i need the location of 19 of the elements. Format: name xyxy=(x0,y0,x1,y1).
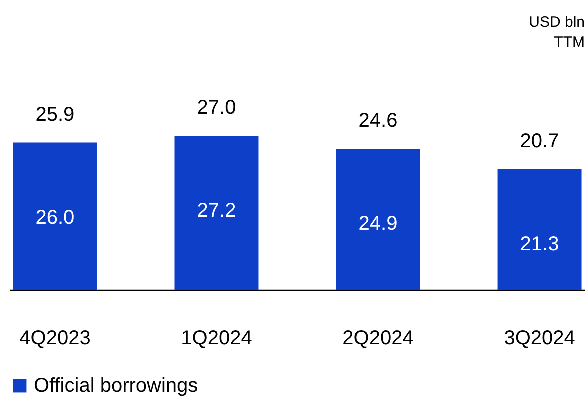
data-label: 21.3 xyxy=(520,233,560,256)
bar xyxy=(336,149,420,290)
bar xyxy=(498,169,582,290)
bar xyxy=(13,142,98,290)
text: TTM xyxy=(554,34,585,51)
annotation: 20.7 xyxy=(520,130,560,152)
x-tick-label: 4Q2023 xyxy=(20,328,91,350)
data-label: 26.0 xyxy=(36,206,75,229)
annotation: 27.0 xyxy=(197,97,236,119)
legend-label: Official borrowings xyxy=(34,375,198,397)
bar xyxy=(174,136,259,290)
data-label: 27.2 xyxy=(197,200,236,222)
annotation: 24.6 xyxy=(358,110,398,132)
text: USD bln xyxy=(529,14,585,31)
x-tick-label: 3Q2024 xyxy=(504,328,576,350)
annotation: 25.9 xyxy=(36,104,75,126)
x-tick-label: 2Q2024 xyxy=(342,328,414,350)
x-tick-label: 1Q2024 xyxy=(181,328,252,350)
data-label: 24.9 xyxy=(358,213,398,236)
